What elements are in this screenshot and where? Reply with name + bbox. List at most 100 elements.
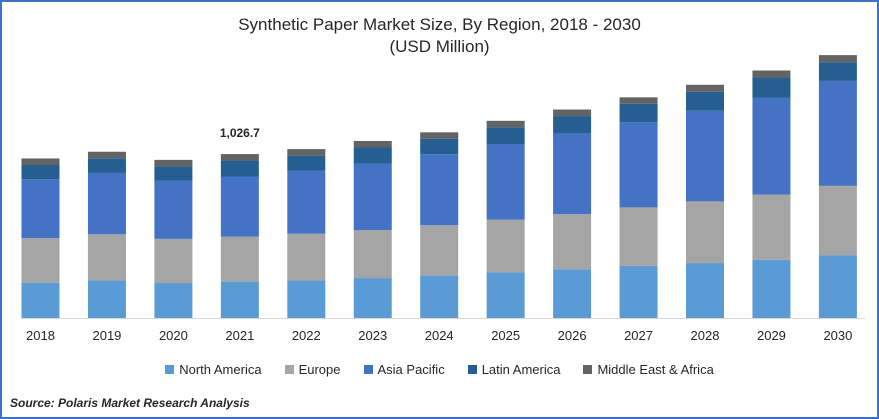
bar-europe-2020 [154,238,193,284]
bar-middle-east-africa-2027 [619,97,658,104]
bar-asia-pacific-2020 [154,180,193,239]
bar-north-america-2027 [619,265,658,318]
data-label-2021: 1,026.7 [220,126,260,140]
x-tick-label-2029: 2029 [757,328,786,343]
legend-item-asia-pacific: Asia Pacific [363,362,445,377]
bar-asia-pacific-2025 [486,143,525,220]
legend-swatch-europe [284,365,294,374]
bar-europe-2029 [752,194,791,260]
bar-europe-2022 [287,233,326,281]
x-tick-label-2024: 2024 [425,328,454,343]
x-tick-label-2027: 2027 [624,328,653,343]
chart-title: Synthetic Paper Market Size, By Region, … [0,14,879,58]
bar-asia-pacific-2024 [420,154,459,226]
legend-swatch-north-america [165,365,175,374]
legend-label-middle-east-africa: Middle East & Africa [597,362,714,377]
bar-middle-east-africa-2030 [818,55,857,63]
bar-latin-america-2026 [553,116,592,134]
legend-label-latin-america: Latin America [481,362,561,377]
bar-middle-east-africa-2019 [87,151,126,159]
bar-asia-pacific-2027 [619,122,658,208]
x-tick-label-2019: 2019 [92,328,121,343]
bar-middle-east-africa-2020 [154,159,193,167]
bar-asia-pacific-2019 [87,172,126,235]
bar-europe-2026 [553,214,592,270]
bar-north-america-2030 [818,255,857,318]
bar-latin-america-2022 [287,155,326,171]
bar-latin-america-2024 [420,138,459,155]
x-tick-label-2025: 2025 [491,328,520,343]
bar-latin-america-2030 [818,62,857,81]
chart-legend: North America Europe Asia Pacific Latin Ame… [0,362,879,377]
legend-label-asia-pacific: Asia Pacific [377,362,445,377]
bar-europe-2030 [818,185,857,256]
bar-asia-pacific-2030 [818,80,857,186]
bar-latin-america-2027 [619,103,658,123]
chart-title-line2: (USD Million) [389,37,490,56]
legend-swatch-middle-east-africa [583,365,593,374]
bar-middle-east-africa-2023 [353,140,392,148]
bar-middle-east-africa-2028 [686,84,724,92]
bar-asia-pacific-2029 [752,97,791,195]
legend-label-europe: Europe [298,362,341,377]
bar-north-america-2029 [752,259,791,318]
legend-item-latin-america: Latin America [467,362,561,377]
legend-item-europe: Europe [284,362,341,377]
x-tick-label-2030: 2030 [823,328,852,343]
bar-europe-2028 [686,201,724,264]
legend-label-north-america: North America [179,362,262,377]
bar-middle-east-africa-2026 [553,109,592,117]
bar-north-america-2026 [553,269,592,318]
bar-europe-2027 [619,207,658,266]
bar-europe-2019 [87,234,126,281]
bar-latin-america-2025 [486,127,525,144]
legend-swatch-latin-america [467,365,477,374]
x-tick-label-2021: 2021 [225,328,254,343]
bar-north-america-2021 [220,281,259,318]
legend-item-north-america: North America [165,362,262,377]
bar-middle-east-africa-2018 [21,158,60,166]
bar-latin-america-2019 [87,158,126,173]
bar-middle-east-africa-2024 [420,132,459,139]
bar-north-america-2024 [420,275,459,318]
bar-middle-east-africa-2029 [752,70,791,78]
bar-europe-2023 [353,230,392,279]
bar-europe-2021 [220,236,259,282]
source-note: Source: Polaris Market Research Analysis [10,396,250,410]
bar-latin-america-2023 [353,147,392,164]
bar-latin-america-2020 [154,166,193,181]
bar-latin-america-2018 [21,165,60,180]
bar-middle-east-africa-2022 [287,149,326,156]
bar-north-america-2020 [154,283,193,318]
bar-latin-america-2028 [686,91,724,111]
x-tick-label-2026: 2026 [558,328,587,343]
bar-asia-pacific-2018 [21,179,60,239]
bar-asia-pacific-2023 [353,163,392,231]
bar-north-america-2028 [686,263,724,318]
bar-latin-america-2029 [752,77,791,98]
x-tick-label-2028: 2028 [691,328,720,343]
legend-swatch-asia-pacific [363,365,373,374]
bar-asia-pacific-2028 [686,110,724,202]
x-tick-label-2020: 2020 [159,328,188,343]
bar-north-america-2019 [87,280,126,318]
bar-europe-2025 [486,219,525,273]
bar-europe-2018 [21,238,60,283]
x-tick-label-2022: 2022 [292,328,321,343]
bar-north-america-2018 [21,282,60,318]
legend-item-middle-east-africa: Middle East & Africa [583,362,714,377]
bar-asia-pacific-2026 [553,133,592,215]
bar-latin-america-2021 [220,160,259,177]
bar-middle-east-africa-2021 [220,154,259,161]
chart-title-line1: Synthetic Paper Market Size, By Region, … [238,15,641,34]
bar-asia-pacific-2021 [220,176,259,237]
bar-europe-2024 [420,225,459,276]
x-tick-label-2023: 2023 [358,328,387,343]
bar-north-america-2022 [287,280,326,318]
bar-north-america-2023 [353,278,392,318]
bar-asia-pacific-2022 [287,170,326,234]
bar-north-america-2025 [486,272,525,318]
x-tick-label-2018: 2018 [26,328,55,343]
bar-middle-east-africa-2025 [486,120,525,128]
